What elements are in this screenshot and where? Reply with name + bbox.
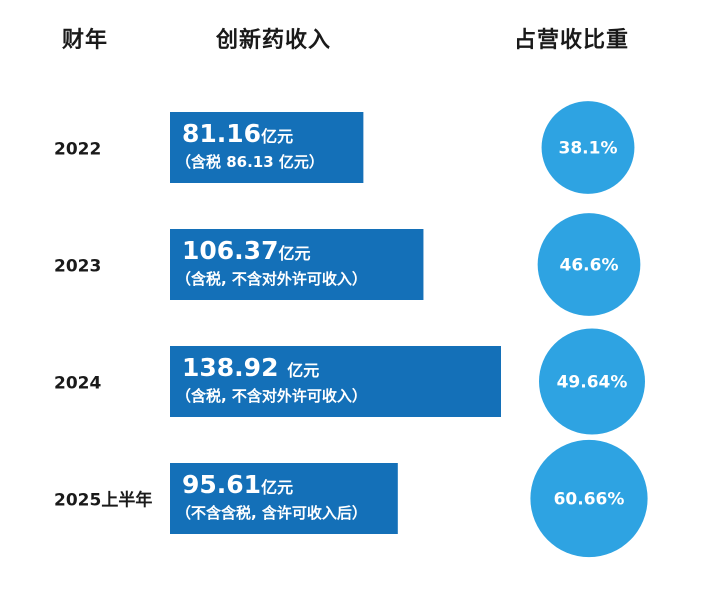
revenue-note: （含税, 不含对外许可收入） <box>176 387 367 405</box>
revenue-value-label: 138.92 亿元 <box>182 353 319 382</box>
newspaper-logo-name: 南方都市报 <box>570 567 622 585</box>
revenue-bar <box>170 463 398 534</box>
year-label: 2024 <box>54 374 101 394</box>
revenue-value-label: 95.61亿元 <box>182 470 293 499</box>
year-label: 2025上半年 <box>54 490 152 511</box>
share-value-label: 38.1% <box>559 139 618 159</box>
revenue-note: （含税, 不含对外许可收入） <box>176 270 367 288</box>
year-label: 2022 <box>54 140 101 160</box>
share-column-header: 占营收比重 <box>514 28 630 53</box>
share-value-label: 60.66% <box>554 490 625 510</box>
revenue-column-header: 创新药收入 <box>216 28 332 53</box>
revenue-value-label: 106.37亿元 <box>182 236 311 265</box>
year-column-header: 财年 <box>62 28 109 53</box>
share-bubble <box>537 213 641 316</box>
share-value-label: 46.6% <box>560 256 619 276</box>
year-label: 2023 <box>54 257 101 277</box>
revenue-bar <box>170 346 501 417</box>
share-bubble <box>539 328 645 435</box>
share-bubble <box>530 439 648 558</box>
revenue-note: （含税 86.13 亿元） <box>176 153 324 171</box>
newspaper-watermark: N/C 南方都市报 <box>535 566 635 592</box>
revenue-value-label: 81.16亿元 <box>182 119 293 148</box>
share-bubble <box>541 101 635 194</box>
revenue-bar <box>170 112 364 183</box>
share-value-label: 49.64% <box>557 373 628 393</box>
revenue-note: （不含含税, 含许可收入后） <box>176 504 367 522</box>
revenue-bar <box>170 229 424 300</box>
newspaper-logo-mark: N/C <box>535 566 568 586</box>
